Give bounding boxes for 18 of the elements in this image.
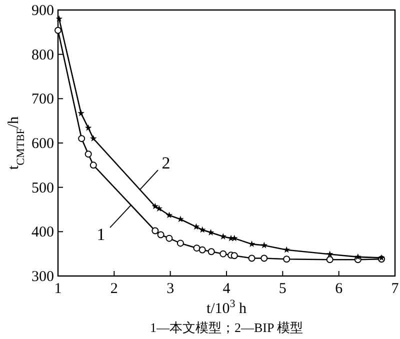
annotation: 1: [96, 225, 106, 244]
y-tick-label: 700: [32, 92, 54, 108]
annotation: 2: [162, 154, 170, 173]
y-tick-label: 500: [32, 180, 54, 196]
y-tick-label: 400: [32, 224, 54, 241]
y-tick-label: 800: [32, 47, 54, 64]
y-tick-label: 300: [32, 269, 54, 285]
x-tick-label: 5: [278, 281, 286, 297]
y-tick-label: 600: [32, 136, 54, 152]
x-tick-label: 1: [54, 281, 62, 297]
x-axis-title: t/10$^{3}$ h: [206, 298, 248, 317]
x-tick-label: 4: [222, 281, 231, 297]
y-tick-label: 900: [32, 3, 54, 19]
x-tick-label: 7: [391, 281, 400, 297]
x-tick-label: 2: [110, 281, 118, 297]
x-tick-label: 3: [166, 281, 174, 297]
text: 1—本文模型；2—BIP 模型: [150, 320, 303, 335]
x-tick-label: 6: [335, 281, 344, 297]
